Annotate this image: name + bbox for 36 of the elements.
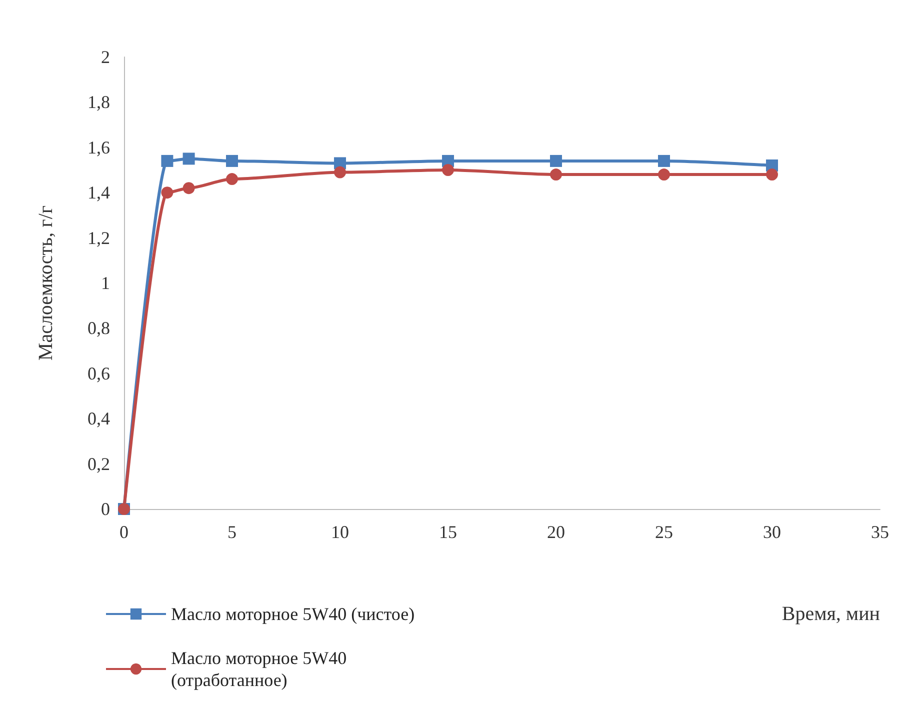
point [161, 154, 174, 167]
y-tick-label: 0,4 [88, 408, 110, 429]
x-tick-label: 35 [871, 522, 889, 542]
y-tick-label: 1,4 [88, 182, 110, 203]
x-tick-label: 30 [763, 522, 781, 542]
y-tick-label: 1,2 [88, 228, 110, 248]
point [550, 154, 562, 167]
point [442, 164, 454, 176]
y-tick-label: 1,8 [88, 92, 110, 112]
point [550, 168, 562, 181]
point [182, 152, 195, 165]
y-axis-title: Маслоемкость, г/г [35, 205, 57, 361]
x-tick-label: 0 [120, 522, 128, 542]
x-tick-label: 20 [547, 522, 565, 542]
point [161, 186, 174, 199]
point [182, 182, 195, 194]
legend-label: Масло моторное 5W40 (отработанное) [171, 648, 347, 690]
x-axis-title: Время, мин [782, 603, 880, 625]
point [334, 166, 346, 178]
x-tick-label: 25 [655, 522, 673, 542]
point [766, 168, 778, 181]
x-tick-label: 10 [331, 522, 349, 542]
y-tick-label: 1 [101, 273, 110, 293]
point [226, 173, 238, 186]
point [658, 168, 670, 181]
point [658, 154, 670, 167]
x-tick-label: 5 [228, 522, 236, 542]
x-tick-label: 15 [439, 522, 457, 542]
y-tick-label: 2 [101, 47, 110, 67]
y-tick-label: 0,6 [88, 363, 110, 384]
legend-label: Масло моторное 5W40 (чистое) [171, 604, 415, 624]
y-tick-label: 1,6 [88, 137, 110, 158]
y-tick-label: 0,8 [88, 318, 110, 338]
y-tick-label: 0 [101, 499, 110, 519]
y-tick-label: 0,2 [88, 454, 110, 474]
point [226, 154, 238, 167]
